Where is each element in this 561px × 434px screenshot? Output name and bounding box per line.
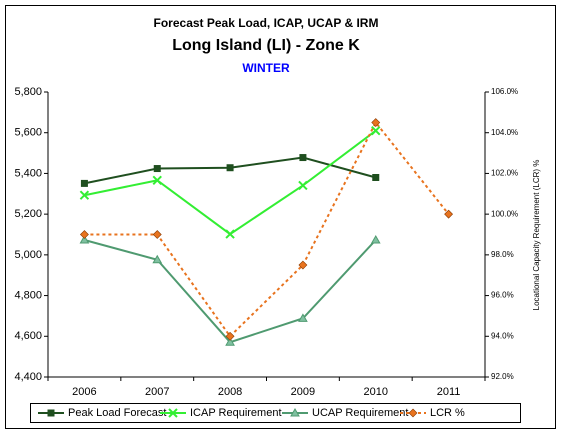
season-label: WINTER bbox=[242, 61, 290, 75]
marker bbox=[370, 234, 381, 244]
x-tick-label: 2011 bbox=[437, 386, 461, 398]
y-tick-label: 5,600 bbox=[14, 127, 42, 139]
legend-marker bbox=[290, 407, 300, 417]
y-tick-label: 4,800 bbox=[14, 289, 42, 301]
marker bbox=[80, 179, 88, 187]
chart-border bbox=[5, 5, 556, 429]
y-tick-label: 4,600 bbox=[14, 330, 42, 342]
y2-tick-label: 94.0% bbox=[491, 331, 514, 340]
y-tick-label: 5,000 bbox=[14, 249, 42, 261]
marker bbox=[371, 118, 381, 127]
y2-tick-label: 96.0% bbox=[491, 291, 514, 300]
legend-marker bbox=[168, 408, 178, 418]
series-line bbox=[84, 120, 450, 338]
marker bbox=[153, 165, 161, 173]
legend-label: ICAP Requirement bbox=[190, 407, 282, 419]
y-tick-label: 5,800 bbox=[14, 86, 42, 98]
y2-tick-label: 106.0% bbox=[491, 87, 518, 96]
y-tick-label: 5,200 bbox=[14, 208, 42, 220]
marker bbox=[152, 230, 162, 239]
y2-axis-label: Locational Capacity Requirement (LCR) % bbox=[532, 160, 541, 311]
y2-tick-label: 102.0% bbox=[491, 169, 518, 178]
legend-label: LCR % bbox=[430, 407, 465, 419]
marker bbox=[298, 313, 308, 322]
legend-label: Peak Load Forecast bbox=[68, 407, 166, 419]
x-tick-label: 2007 bbox=[145, 386, 169, 398]
chart-title: Forecast Peak Load, ICAP, UCAP & IRM bbox=[154, 16, 379, 30]
marker bbox=[372, 174, 380, 181]
legend-marker bbox=[47, 409, 55, 417]
legend-label: UCAP Requirement bbox=[312, 407, 408, 419]
marker bbox=[298, 260, 308, 270]
marker bbox=[444, 209, 454, 219]
marker bbox=[298, 180, 308, 191]
y2-tick-label: 104.0% bbox=[491, 128, 518, 137]
x-tick-label: 2008 bbox=[218, 386, 242, 398]
y-tick-label: 4,400 bbox=[14, 371, 42, 383]
y2-tick-label: 92.0% bbox=[491, 372, 514, 381]
marker bbox=[371, 125, 381, 136]
marker bbox=[79, 230, 89, 239]
x-tick-label: 2006 bbox=[72, 386, 96, 398]
y2-tick-label: 100.0% bbox=[491, 209, 518, 218]
marker bbox=[225, 229, 235, 239]
marker bbox=[79, 234, 90, 244]
y-tick-label: 5,400 bbox=[14, 167, 42, 179]
marker bbox=[152, 175, 162, 186]
x-tick-label: 2010 bbox=[364, 386, 388, 398]
marker bbox=[152, 254, 163, 264]
legend-box bbox=[30, 403, 521, 423]
marker bbox=[225, 331, 235, 341]
marker bbox=[79, 190, 90, 200]
y2-tick-label: 98.0% bbox=[491, 250, 514, 259]
marker bbox=[299, 154, 307, 162]
legend-marker bbox=[408, 408, 418, 418]
marker bbox=[225, 337, 235, 346]
chart-subtitle: Long Island (LI) - Zone K bbox=[172, 37, 360, 54]
marker bbox=[226, 164, 234, 172]
x-tick-label: 2009 bbox=[291, 386, 315, 398]
